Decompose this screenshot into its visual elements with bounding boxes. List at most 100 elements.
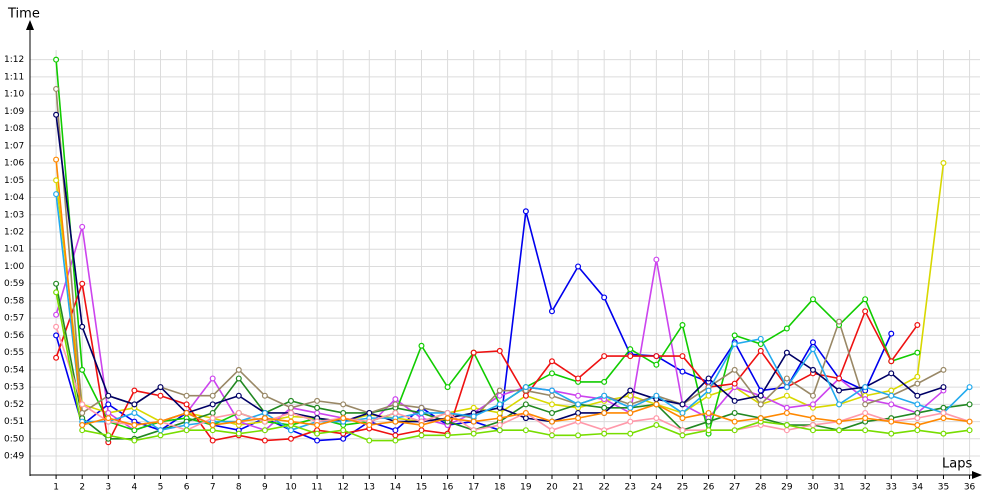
data-point: [783, 404, 790, 411]
data-point: [79, 280, 86, 287]
data-point: [627, 418, 634, 425]
data-point: [966, 401, 973, 408]
data-point: [53, 311, 60, 318]
data-point: [496, 427, 503, 434]
series-line: [55, 292, 970, 442]
data-point: [105, 409, 112, 416]
data-point: [679, 401, 686, 408]
data-point: [809, 392, 816, 399]
data-point: [287, 397, 294, 404]
x-tick-label: 24: [651, 483, 663, 493]
data-point: [809, 422, 816, 429]
data-point: [679, 427, 686, 434]
data-point: [601, 378, 608, 385]
data-point: [888, 358, 895, 365]
x-tick-label: 14: [390, 483, 402, 493]
data-point: [601, 404, 608, 411]
x-tick-label: 29: [781, 483, 793, 493]
y-axis-arrow: [26, 20, 34, 30]
data-point: [836, 387, 843, 394]
data-point: [79, 401, 86, 408]
data-point: [627, 387, 634, 394]
x-axis-title: Laps: [942, 457, 972, 472]
data-point: [131, 387, 138, 394]
data-point: [105, 392, 112, 399]
data-point: [418, 409, 425, 416]
data-point: [470, 418, 477, 425]
data-point: [522, 392, 529, 399]
data-point: [418, 427, 425, 434]
data-point: [496, 392, 503, 399]
data-point: [261, 415, 268, 422]
data-point: [836, 401, 843, 408]
y-tick-label: 1:02: [4, 227, 24, 237]
data-point: [209, 392, 216, 399]
data-point: [653, 353, 660, 360]
data-point: [79, 409, 86, 416]
data-point: [340, 435, 347, 442]
data-point: [261, 409, 268, 416]
data-point: [79, 427, 86, 434]
data-point: [157, 384, 164, 391]
y-tick-label: 0:59: [4, 279, 24, 289]
x-tick-label: 28: [755, 483, 767, 493]
data-point: [862, 415, 869, 422]
data-point: [496, 415, 503, 422]
data-point: [653, 401, 660, 408]
data-point: [392, 401, 399, 408]
data-point: [888, 330, 895, 337]
x-tick-label: 19: [520, 483, 532, 493]
y-tick-label: 0:54: [4, 365, 24, 375]
data-point: [679, 409, 686, 416]
data-point: [601, 392, 608, 399]
data-point: [209, 415, 216, 422]
data-point: [940, 366, 947, 373]
data-point: [235, 430, 242, 437]
data-point: [53, 323, 60, 330]
x-tick-label: 1: [53, 483, 59, 493]
x-tick-label: 35: [938, 483, 949, 493]
data-point: [705, 387, 712, 394]
data-point: [392, 427, 399, 434]
data-point: [470, 404, 477, 411]
data-point: [53, 177, 60, 184]
x-tick-label: 11: [311, 483, 322, 493]
data-point: [575, 432, 582, 439]
data-point: [888, 418, 895, 425]
data-point: [862, 396, 869, 403]
data-point: [314, 422, 321, 429]
y-tick-label: 1:08: [4, 124, 24, 134]
data-point: [235, 409, 242, 416]
data-point: [131, 427, 138, 434]
data-point: [653, 422, 660, 429]
data-point: [783, 349, 790, 356]
data-point: [705, 375, 712, 382]
data-point: [653, 392, 660, 399]
series-line: [55, 159, 970, 427]
x-tick-label: 33: [886, 483, 897, 493]
data-point: [627, 392, 634, 399]
y-tick-label: 1:03: [4, 210, 24, 220]
x-tick-label: 21: [572, 483, 583, 493]
data-point: [287, 427, 294, 434]
data-point: [235, 375, 242, 382]
data-point: [888, 401, 895, 408]
data-point: [522, 415, 529, 422]
x-tick-label: 25: [677, 483, 688, 493]
y-tick-label: 0:50: [4, 434, 24, 444]
data-point: [79, 323, 86, 330]
data-point: [783, 375, 790, 382]
data-point: [548, 427, 555, 434]
data-point: [314, 409, 321, 416]
data-point: [809, 415, 816, 422]
x-tick-label: 26: [703, 483, 715, 493]
data-point: [105, 401, 112, 408]
data-point: [548, 401, 555, 408]
data-point: [548, 418, 555, 425]
data-point: [679, 432, 686, 439]
data-point: [809, 427, 816, 434]
data-point: [679, 415, 686, 422]
data-point: [601, 353, 608, 360]
y-tick-label: 1:12: [4, 55, 24, 65]
data-point: [914, 401, 921, 408]
